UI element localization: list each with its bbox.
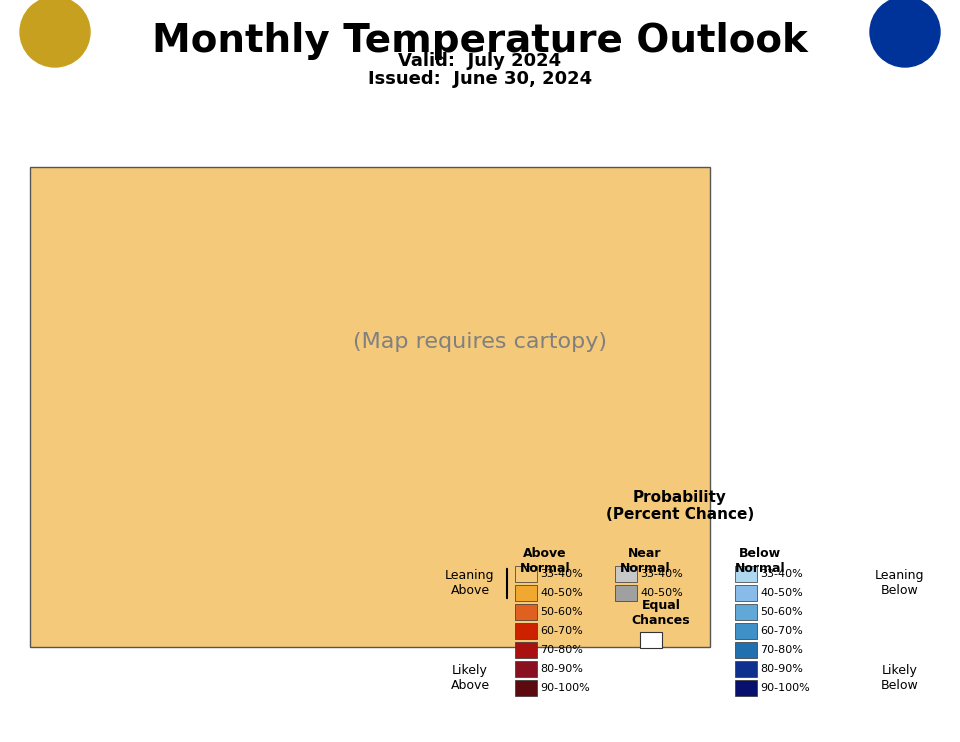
Text: Valid:  July 2024: Valid: July 2024 [398,52,562,70]
Text: Likely
Below: Likely Below [881,664,919,692]
Text: NOAA: NOAA [887,27,923,37]
Bar [735,680,757,696]
Bar [735,623,757,639]
Text: 90-100%: 90-100% [760,683,809,693]
Bar [615,585,637,601]
Bar [30,167,710,647]
Bar [735,566,757,582]
Bar [515,642,537,658]
Bar [515,661,537,677]
Text: Monthly Temperature Outlook: Monthly Temperature Outlook [152,22,808,60]
Text: 50-60%: 50-60% [540,607,583,617]
Text: Probability
(Percent Chance): Probability (Percent Chance) [606,490,755,522]
Text: 80-90%: 80-90% [540,664,583,674]
Text: Above
Normal: Above Normal [519,547,570,575]
Text: 80-90%: 80-90% [760,664,803,674]
Text: 33-40%: 33-40% [760,569,803,579]
Bar [515,566,537,582]
Text: 60-70%: 60-70% [760,626,803,636]
Text: 90-100%: 90-100% [540,683,589,693]
Bar [615,566,637,582]
Bar [640,632,662,648]
Text: (Map requires cartopy): (Map requires cartopy) [353,332,607,352]
Bar [515,604,537,620]
Bar [515,680,537,696]
Text: 33-40%: 33-40% [640,569,683,579]
Text: Issued:  June 30, 2024: Issued: June 30, 2024 [368,70,592,88]
Text: Leaning
Below: Leaning Below [876,569,924,597]
Bar [735,642,757,658]
Bar [515,585,537,601]
Text: 40-50%: 40-50% [540,588,583,598]
Text: 60-70%: 60-70% [540,626,583,636]
Circle shape [20,0,90,67]
Bar [735,585,757,601]
Text: Near
Normal: Near Normal [620,547,670,575]
Text: 40-50%: 40-50% [760,588,803,598]
Text: 70-80%: 70-80% [540,645,583,655]
Text: 50-60%: 50-60% [760,607,803,617]
Text: 70-80%: 70-80% [760,645,803,655]
Text: Below
Normal: Below Normal [734,547,785,575]
Bar [735,604,757,620]
Text: Likely
Above: Likely Above [450,664,490,692]
Text: Equal
Chances: Equal Chances [632,599,690,627]
Text: 33-40%: 33-40% [540,569,583,579]
Bar [515,623,537,639]
Text: 40-50%: 40-50% [640,588,683,598]
Bar [735,661,757,677]
Text: Leaning
Above: Leaning Above [445,569,494,597]
Circle shape [870,0,940,67]
Text: DOC: DOC [41,27,68,37]
